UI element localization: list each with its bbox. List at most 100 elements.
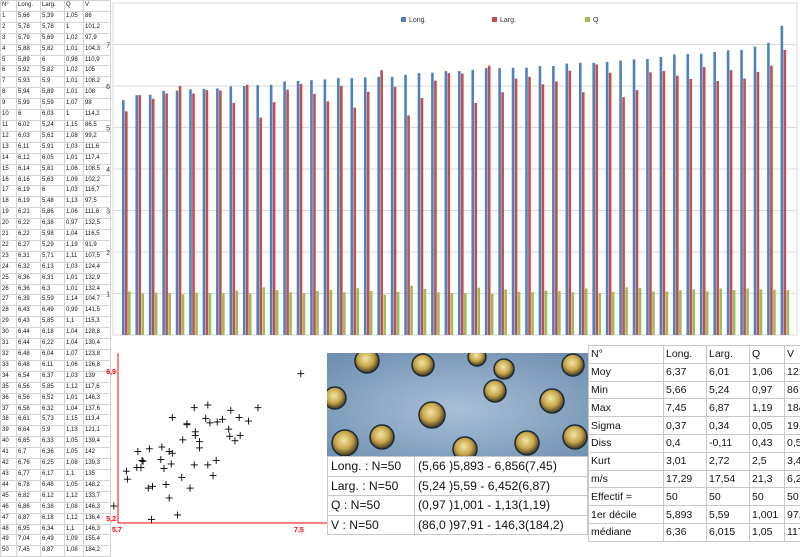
table-cell: 6,03: [17, 131, 41, 142]
table-cell: 6,27: [17, 240, 41, 251]
table-cell: 5,86: [41, 208, 65, 219]
table-cell: 6,02: [17, 120, 41, 131]
bar-larg: [165, 93, 168, 335]
legend-label: Larg.: [500, 17, 516, 24]
table-cell: 50: [1, 546, 17, 557]
table-cell: 5,85: [41, 382, 65, 393]
scatter-point: [187, 485, 194, 492]
table-cell: 5,63: [41, 175, 65, 186]
table-cell: 5,91: [41, 142, 65, 153]
table-cell: 5,78: [17, 22, 41, 33]
bar-long: [324, 79, 327, 335]
table-cell: 5,66: [17, 11, 41, 22]
table-cell: 0,05: [750, 417, 785, 435]
table-cell: 0,97: [750, 381, 785, 399]
bar-q: [182, 294, 185, 335]
bar-larg: [582, 92, 585, 335]
table-cell: 184,2: [785, 399, 800, 417]
bar-long: [189, 89, 192, 335]
table-cell: 117,5: [785, 523, 800, 541]
table-cell: 11: [1, 120, 17, 131]
table-cell: 10: [1, 110, 17, 121]
table-cell: 49: [1, 535, 17, 546]
bar-q: [343, 292, 346, 335]
table-cell: 46: [1, 502, 17, 513]
table-cell: 1,19: [65, 240, 84, 251]
table-cell: 26: [1, 284, 17, 295]
table-cell: Moy: [589, 363, 664, 381]
table-cell: 5,71: [41, 251, 65, 262]
scatter-point: [174, 511, 181, 518]
table-cell: 7,45: [17, 546, 41, 557]
range-row: V : N=50(86,0 )97,91 - 146,3(184,2): [328, 515, 588, 535]
table-cell: 5,89: [17, 55, 41, 66]
bar-long: [592, 63, 595, 335]
table-cell: 6,48: [17, 350, 41, 361]
bar-larg: [474, 103, 477, 335]
table-cell: 5,59: [707, 506, 750, 524]
table-cell: 6,43: [17, 306, 41, 317]
bar-q: [141, 294, 144, 336]
scatter-point: [149, 483, 156, 490]
table-cell: 1,13: [65, 197, 84, 208]
table-cell: 34: [1, 371, 17, 382]
bar-long: [445, 71, 448, 335]
scatter-point: [166, 494, 173, 501]
bar-larg: [327, 101, 330, 335]
table-cell: 5,94: [17, 88, 41, 99]
table-cell: 6,36: [664, 523, 707, 541]
table-cell: 1,03: [65, 186, 84, 197]
bar-larg: [609, 73, 612, 335]
bar-larg: [219, 91, 222, 335]
table-cell: 38: [1, 415, 17, 426]
bar-long: [337, 78, 340, 335]
table-cell: 5,61: [41, 131, 65, 142]
table-cell: 5,73: [41, 415, 65, 426]
table-cell: 20: [1, 219, 17, 230]
table-cell: 5,82: [41, 66, 65, 77]
table-cell: 6,015: [707, 523, 750, 541]
table-cell: 35: [1, 382, 17, 393]
legend-label: Long.: [409, 17, 427, 24]
table-cell: 5,69: [41, 33, 65, 44]
x-tick-label: 5,7: [112, 527, 122, 533]
table-cell: 1,12: [65, 491, 84, 502]
table-cell: 3: [1, 33, 17, 44]
table-cell: 31: [1, 339, 17, 350]
bar-long: [458, 71, 461, 335]
table-cell: 17: [1, 186, 17, 197]
bar-q: [679, 290, 682, 335]
bar-q: [410, 286, 413, 335]
table-cell: 6,12: [41, 491, 65, 502]
table-cell: 1,08: [65, 502, 84, 513]
table-cell: 6,17: [41, 469, 65, 480]
bar-q: [249, 294, 252, 336]
range-row: Q : N=50(0,97 )1,001 - 1,13(1,19): [328, 496, 588, 516]
table-cell: 1,14: [65, 295, 84, 306]
table-cell: Diss: [589, 434, 664, 452]
y-tick-label: 1: [106, 292, 110, 299]
legend-swatch: [401, 17, 406, 22]
table-cell: 6,32: [41, 404, 65, 415]
scatter-point: [213, 457, 220, 464]
table-cell: 21,3: [750, 470, 785, 488]
table-cell: 6,12: [17, 153, 41, 164]
table-cell: -0,11: [707, 434, 750, 452]
bar-larg: [246, 85, 249, 335]
table-cell: 0,5: [785, 434, 800, 452]
legend-swatch: [585, 17, 590, 22]
table-cell: 6,14: [17, 164, 41, 175]
bar-q: [719, 289, 722, 335]
table-cell: 45: [1, 491, 17, 502]
bar-q: [451, 293, 454, 335]
bar-long: [633, 59, 636, 335]
table-cell: 23: [1, 251, 17, 262]
